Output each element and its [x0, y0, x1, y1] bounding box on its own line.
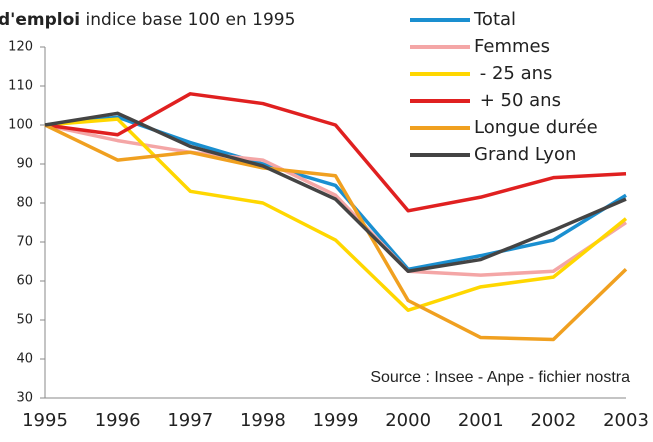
x-tick-label: 1998 [240, 410, 286, 431]
x-tick-label: 1999 [313, 410, 359, 431]
legend-label: Grand Lyon [474, 144, 576, 165]
legend-label: + 50 ans [474, 90, 561, 111]
y-tick-label: 30 [16, 391, 33, 406]
title-rest: indice base 100 en 1995 [86, 10, 296, 30]
y-tick-label: 90 [16, 157, 33, 172]
x-tick-label: 2001 [458, 410, 504, 431]
legend-label: Total [473, 9, 516, 30]
x-tick-label: 2000 [385, 410, 431, 431]
y-tick-label: 60 [16, 274, 33, 289]
x-tick-label: 1996 [95, 410, 141, 431]
x-tick-label: 2002 [530, 410, 576, 431]
title-bold: d'emploi [0, 10, 80, 30]
y-tick-label: 50 [16, 313, 33, 328]
source-note: Source : Insee - Anpe - fichier nostra [370, 369, 630, 386]
y-tick-label: 40 [16, 352, 33, 367]
y-tick-label: 100 [8, 118, 33, 133]
legend-label: Longue durée [474, 117, 598, 138]
series-line [44, 117, 628, 312]
y-tick-label: 80 [16, 196, 33, 211]
series-line [44, 123, 628, 342]
x-tick-label: 1997 [167, 410, 213, 431]
series-line [44, 92, 627, 213]
y-tick-label: 70 [16, 235, 33, 250]
y-tick-label: 120 [8, 40, 33, 55]
x-tick-label: 1995 [22, 410, 68, 431]
series-line [44, 111, 627, 273]
x-tick-label: 2003 [603, 410, 649, 431]
legend-label: Femmes [474, 36, 550, 57]
chart-title: d'emploi indice base 100 en 1995 [0, 10, 295, 30]
legend-label: - 25 ans [474, 63, 552, 84]
y-tick-label: 110 [8, 79, 33, 94]
series-line [44, 115, 627, 272]
